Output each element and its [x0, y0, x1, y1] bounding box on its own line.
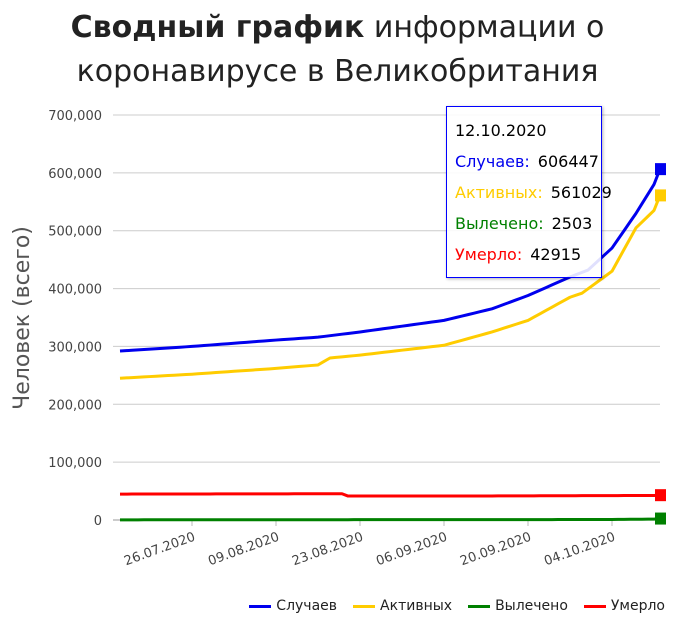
legend: Случаев Активных Вылечено Умерло: [249, 598, 665, 614]
title-bold: Сводный график: [70, 10, 365, 45]
legend-label: Случаев: [276, 598, 338, 614]
legend-label: Вылечено: [495, 598, 568, 614]
y-tick-label: 600,000: [48, 167, 102, 182]
y-tick-label: 100,000: [48, 456, 102, 471]
tooltip-value: 561029: [550, 183, 612, 202]
series-line-1: [119, 194, 662, 380]
tooltip-value: 42915: [530, 245, 582, 264]
x-tick-label: 09.08.2020: [206, 530, 281, 570]
tooltip-label: Активных:: [455, 183, 543, 202]
legend-label: Активных: [380, 598, 453, 614]
series-marker-2: [655, 512, 666, 525]
legend-label: Умерло: [610, 598, 665, 614]
y-axis-label: Человек (всего): [10, 226, 35, 410]
tooltip-row-deaths: Умерло: 42915: [455, 245, 581, 264]
tooltip-value: 606447: [537, 152, 599, 171]
tooltip-label: Случаев:: [455, 152, 530, 171]
tooltip-date: 12.10.2020: [455, 121, 547, 140]
y-tick-label: 200,000: [48, 398, 102, 413]
y-tick-label: 0: [94, 514, 102, 529]
series-line-3: [119, 492, 661, 498]
legend-item-cases[interactable]: Случаев: [249, 598, 337, 614]
tooltip-label: Умерло:: [455, 245, 523, 264]
legend-item-deaths[interactable]: Умерло: [583, 598, 665, 614]
legend-item-recovered[interactable]: Вылечено: [468, 598, 568, 614]
y-tick-label: 400,000: [48, 283, 102, 298]
y-tick-label: 300,000: [48, 340, 102, 355]
title-rest: информации о коронавирусе в Великобритан…: [76, 10, 605, 89]
x-tick-label: 20.09.2020: [458, 530, 533, 570]
legend-swatch: [468, 604, 491, 608]
legend-swatch: [583, 604, 606, 608]
tooltip-row-active: Активных: 561029: [455, 183, 612, 202]
chart-title: Сводный график информации о коронавирусе…: [0, 6, 675, 94]
series-marker-1: [655, 189, 666, 202]
series-line-2: [119, 517, 661, 522]
tooltip-row-cases: Случаев: 606447: [455, 152, 599, 171]
legend-swatch: [249, 604, 272, 608]
tooltip-row-recovered: Вылечено: 2503: [455, 214, 592, 233]
x-tick-label: 06.09.2020: [374, 530, 449, 570]
y-tick-label: 500,000: [48, 225, 102, 240]
legend-item-active[interactable]: Активных: [353, 598, 452, 614]
tooltip-label: Вылечено:: [455, 214, 544, 233]
series-marker-3: [655, 489, 666, 502]
x-tick-label: 26.07.2020: [122, 530, 197, 570]
x-tick-label: 04.10.2020: [542, 530, 617, 570]
tooltip-value: 2503: [551, 214, 593, 233]
series-marker-0: [655, 163, 666, 176]
tooltip: 12.10.2020 Случаев: 606447 Активных: 56102…: [446, 106, 612, 278]
y-tick-label: 700,000: [48, 109, 102, 124]
legend-swatch: [353, 604, 376, 608]
x-tick-label: 23.08.2020: [290, 530, 365, 570]
